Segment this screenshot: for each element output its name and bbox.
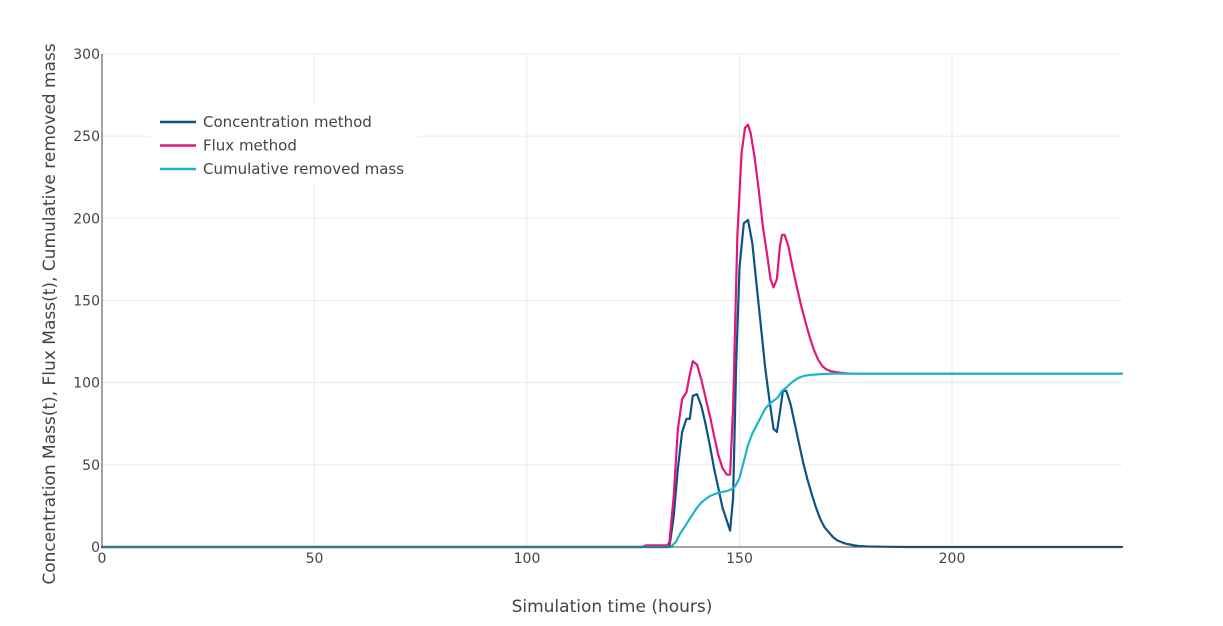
x-tick-labels: 0 50 100 150 200 bbox=[98, 551, 966, 567]
y-tick-labels: 0 50 100 150 200 250 300 bbox=[73, 47, 100, 556]
legend-label: Flux method bbox=[203, 137, 297, 155]
x-axis-title: Simulation time (hours) bbox=[512, 597, 713, 617]
y-tick-label: 100 bbox=[73, 376, 100, 392]
series-line-concentration-method bbox=[100, 218, 1124, 549]
x-tick-label: 0 bbox=[98, 551, 107, 567]
grid-lines bbox=[102, 53, 1122, 547]
y-tick-label: 200 bbox=[73, 211, 100, 227]
series-line-cumulative-removed-mass bbox=[100, 372, 1124, 549]
series-line-flux-method bbox=[100, 123, 1124, 549]
x-tick-label: 50 bbox=[306, 551, 324, 567]
legend-label: Cumulative removed mass bbox=[203, 160, 404, 178]
x-tick-label: 100 bbox=[514, 551, 541, 567]
series-lines bbox=[100, 123, 1124, 549]
x-tick-label: 150 bbox=[726, 551, 753, 567]
y-tick-label: 0 bbox=[91, 540, 100, 556]
legend: Concentration method Flux method Cumulativ… bbox=[150, 104, 418, 186]
y-tick-label: 300 bbox=[73, 47, 100, 63]
y-tick-label: 250 bbox=[73, 129, 100, 145]
x-tick-label: 200 bbox=[939, 551, 966, 567]
y-axis-title: Concentration Mass(t), Flux Mass(t), Cum… bbox=[40, 43, 60, 584]
y-tick-label: 50 bbox=[82, 458, 100, 474]
y-tick-label: 150 bbox=[73, 294, 100, 310]
axes bbox=[101, 54, 1122, 548]
legend-label: Concentration method bbox=[203, 113, 372, 131]
